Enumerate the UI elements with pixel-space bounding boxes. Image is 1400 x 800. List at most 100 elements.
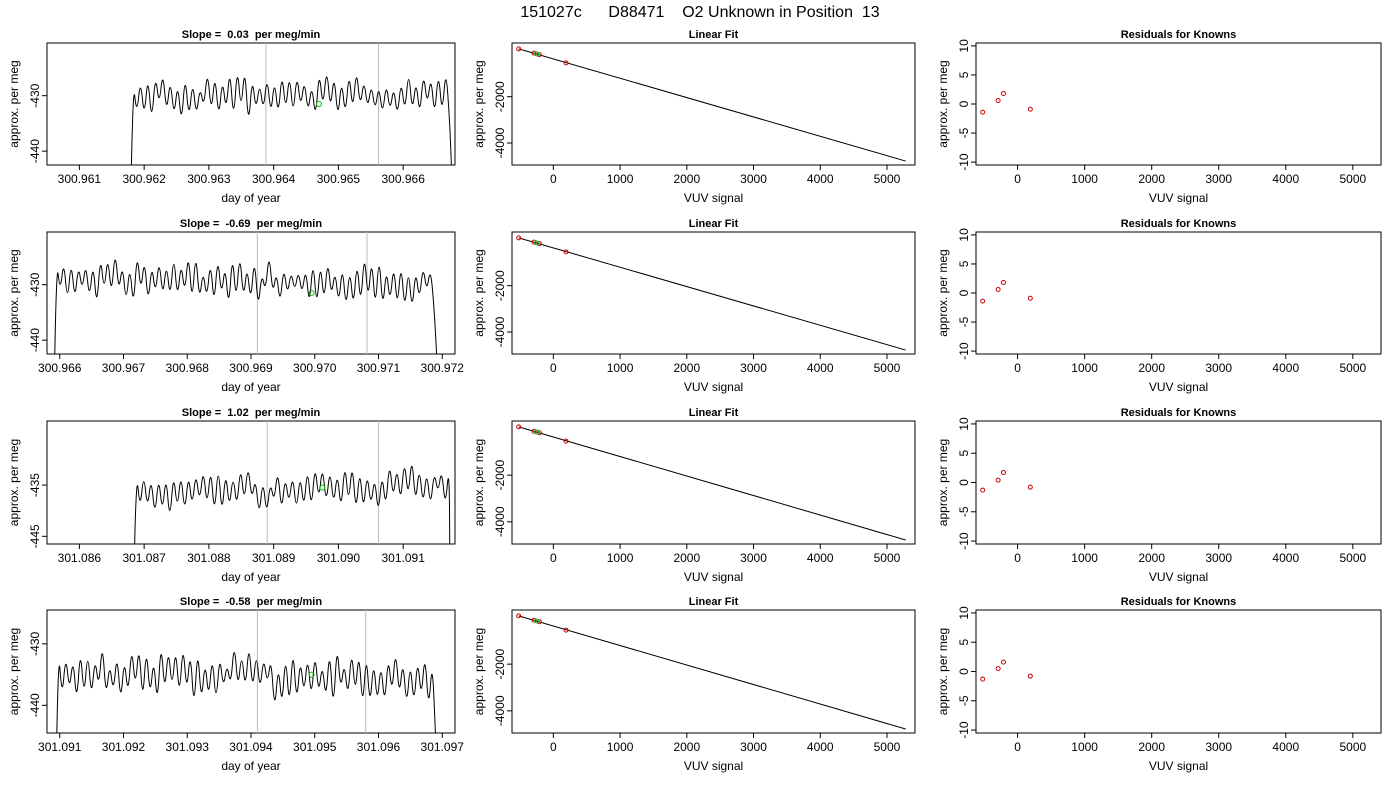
x-tick-label: 5000 — [874, 172, 901, 186]
x-tick-label: 301.097 — [421, 740, 465, 754]
y-axis-label: approx. per meg — [7, 628, 21, 715]
x-tick-label: 4000 — [807, 361, 834, 375]
panel-r3-c1: Slope = 1.02 per meg/min 301.086 301.087 30… — [7, 407, 456, 584]
x-tick-label: 2000 — [673, 172, 700, 186]
x-axis-label: VUV signal — [1149, 759, 1208, 773]
known-point — [563, 60, 569, 66]
x-tick-label: 5000 — [1339, 361, 1366, 375]
y-tick-label: -5 — [957, 127, 971, 138]
signal-trace — [54, 259, 438, 354]
panel-title: Residuals for Knowns — [1121, 596, 1237, 608]
plot-data — [980, 659, 1033, 682]
y-tick-label: -4000 — [493, 695, 507, 726]
plot-frame — [511, 42, 916, 166]
unknown-point — [308, 290, 315, 296]
y-tick-label: 5 — [957, 260, 971, 267]
known-point — [516, 235, 522, 241]
x-tick-label: 2000 — [1138, 551, 1165, 565]
panel-r2-c3: Residuals for Knowns 0 1000 2000 3000 4000 500… — [936, 218, 1382, 394]
x-tick-label: 301.095 — [293, 740, 337, 754]
fit-line — [518, 237, 906, 351]
plot-frame — [46, 420, 456, 545]
plot-frame — [975, 42, 1382, 166]
unknown-point — [308, 671, 315, 678]
y-axis-label: approx. per meg — [472, 60, 486, 147]
x-tick-label: 0 — [1014, 172, 1021, 186]
y-axis-label: approx. per meg — [7, 60, 21, 147]
x-tick-label: 300.970 — [293, 361, 337, 375]
known-point — [516, 424, 522, 430]
x-tick-label: 4000 — [1272, 361, 1299, 375]
x-tick-label: 2000 — [1138, 172, 1165, 186]
figure-title: 151027c D88471 O2 Unknown in Position 13 — [520, 4, 879, 21]
panel-title: Slope = 0.03 per meg/min — [182, 29, 321, 41]
plot-frame — [511, 420, 916, 545]
x-tick-label: 0 — [550, 551, 557, 565]
x-tick-label: 3000 — [740, 361, 767, 375]
x-tick-label: 0 — [550, 172, 557, 186]
x-tick-label: 1000 — [607, 551, 634, 565]
x-tick-label: 300.962 — [122, 172, 166, 186]
y-tick-label: -10 — [957, 153, 971, 171]
y-tick-label: 10 — [957, 606, 971, 620]
panel-title: Linear Fit — [689, 218, 739, 230]
x-tick-label: 2000 — [673, 361, 700, 375]
y-axis-label: approx. per meg — [936, 628, 950, 715]
y-tick-label: 0 — [957, 668, 971, 675]
x-tick-label: 300.972 — [421, 361, 465, 375]
x-tick-label: 301.086 — [58, 551, 102, 565]
x-tick-label: 4000 — [1272, 740, 1299, 754]
plot-data — [516, 613, 906, 730]
x-tick-label: 3000 — [1205, 551, 1232, 565]
signal-trace — [134, 465, 451, 544]
residual-point — [1000, 659, 1006, 665]
panel-r4-c2: Linear Fit 0 1000 2000 3000 4000 5000 -2000 -400… — [472, 596, 916, 773]
x-tick-label: 2000 — [1138, 361, 1165, 375]
residual-point — [980, 109, 986, 115]
x-tick-label: 2000 — [1138, 740, 1165, 754]
panel-title: Linear Fit — [689, 596, 739, 608]
x-tick-label: 1000 — [1071, 551, 1098, 565]
panel-r1-c2: Linear Fit 0 1000 2000 3000 4000 5000 -2000 -400… — [472, 29, 916, 205]
unknown-point — [534, 51, 540, 57]
y-tick-label: -440 — [28, 139, 42, 163]
y-tick-label: -4000 — [493, 506, 507, 537]
panel-r4-c1: Slope = -0.58 per meg/min 301.091 301.092 3… — [7, 596, 464, 773]
residual-point — [1027, 484, 1033, 490]
y-tick-label: -4000 — [493, 316, 507, 347]
panel-r4-c3: Residuals for Knowns 0 1000 2000 3000 4000 500… — [936, 596, 1382, 773]
residual-point — [980, 298, 986, 304]
known-point — [563, 627, 569, 633]
panel-r3-c3: Residuals for Knowns 0 1000 2000 3000 4000 500… — [936, 407, 1382, 584]
x-axis-label: VUV signal — [684, 380, 743, 394]
y-tick-label: -430 — [28, 83, 42, 107]
y-tick-label: -445 — [28, 524, 42, 548]
panel-title: Slope = -0.69 per meg/min — [180, 218, 322, 230]
y-tick-label: -10 — [957, 721, 971, 739]
x-tick-label: 300.966 — [38, 361, 82, 375]
x-axis-label: day of year — [221, 570, 280, 584]
residual-point — [1000, 280, 1006, 286]
x-tick-label: 1000 — [1071, 740, 1098, 754]
residual-point — [1027, 106, 1033, 112]
residual-point — [1000, 91, 1006, 97]
y-tick-label: 0 — [957, 479, 971, 486]
fit-line — [518, 48, 906, 162]
plot-data — [130, 43, 452, 165]
plot-data — [54, 232, 438, 354]
x-tick-label: 1000 — [1071, 361, 1098, 375]
unknown-point — [316, 101, 322, 107]
x-tick-label: 3000 — [1205, 740, 1232, 754]
x-axis-label: day of year — [221, 191, 280, 205]
x-tick-label: 3000 — [1205, 172, 1232, 186]
x-tick-label: 4000 — [1272, 172, 1299, 186]
known-point — [536, 241, 542, 247]
x-tick-label: 0 — [1014, 551, 1021, 565]
x-tick-label: 3000 — [740, 551, 767, 565]
x-tick-label: 301.096 — [357, 740, 401, 754]
known-point — [531, 239, 537, 245]
x-axis-label: VUV signal — [1149, 191, 1208, 205]
known-point — [563, 249, 569, 255]
unknown-point — [534, 618, 540, 624]
x-tick-label: 5000 — [874, 740, 901, 754]
